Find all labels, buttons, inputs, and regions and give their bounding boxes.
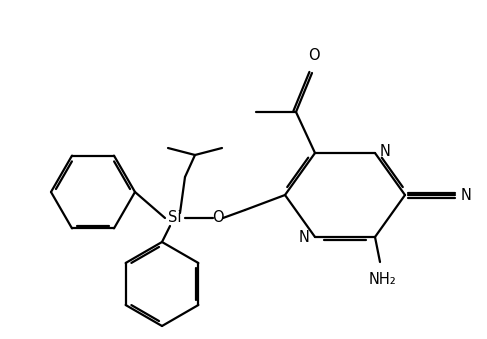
Text: O: O xyxy=(308,48,320,63)
Text: N: N xyxy=(461,187,472,202)
Text: Si: Si xyxy=(168,211,182,225)
Text: N: N xyxy=(299,231,310,245)
Text: NH₂: NH₂ xyxy=(369,272,397,287)
Text: O: O xyxy=(212,211,224,225)
Text: N: N xyxy=(380,144,391,160)
